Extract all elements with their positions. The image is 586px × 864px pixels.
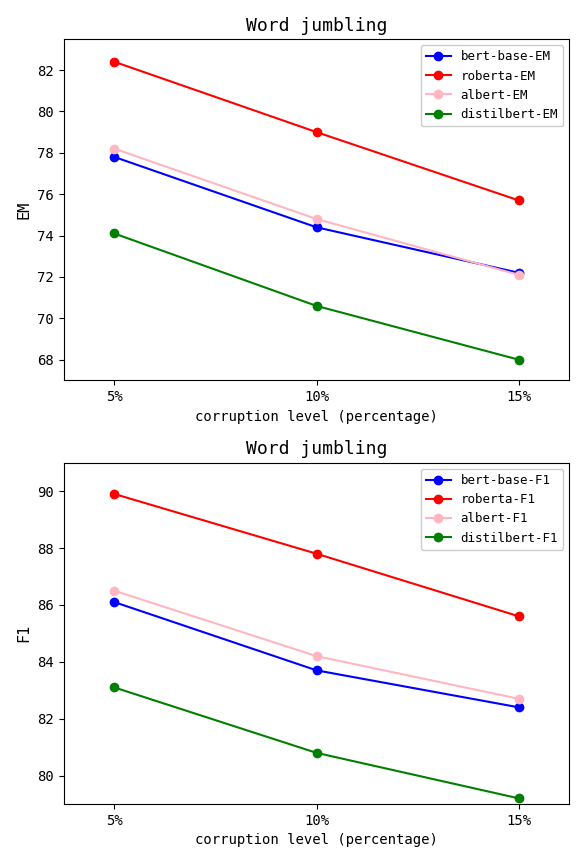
Title: Word jumbling: Word jumbling (246, 16, 387, 35)
roberta-EM (313, 127, 320, 137)
bert-base-F1 (313, 665, 320, 676)
Line: distilbert-EM: distilbert-EM (110, 229, 523, 364)
distilbert-F1 (515, 793, 522, 804)
bert-base-EM (515, 268, 522, 278)
Line: roberta-F1: roberta-F1 (110, 490, 523, 620)
Line: bert-base-F1: bert-base-F1 (110, 598, 523, 711)
distilbert-F1 (313, 747, 320, 758)
albert-F1 (313, 651, 320, 661)
Line: albert-F1: albert-F1 (110, 587, 523, 703)
Line: albert-EM: albert-EM (110, 144, 523, 279)
bert-base-EM (111, 152, 118, 162)
albert-EM (515, 270, 522, 280)
albert-F1 (515, 694, 522, 704)
distilbert-EM (313, 301, 320, 311)
albert-F1 (111, 586, 118, 596)
roberta-EM (111, 56, 118, 67)
Y-axis label: F1: F1 (16, 624, 32, 643)
distilbert-EM (111, 228, 118, 238)
bert-base-F1 (515, 702, 522, 713)
albert-EM (313, 213, 320, 224)
Line: distilbert-F1: distilbert-F1 (110, 683, 523, 803)
distilbert-EM (515, 354, 522, 365)
roberta-F1 (313, 549, 320, 559)
bert-base-F1 (111, 597, 118, 607)
X-axis label: corruption level (percentage): corruption level (percentage) (195, 410, 438, 423)
roberta-EM (515, 195, 522, 206)
roberta-F1 (515, 611, 522, 621)
Title: Word jumbling: Word jumbling (246, 441, 387, 458)
X-axis label: corruption level (percentage): corruption level (percentage) (195, 834, 438, 848)
Y-axis label: EM: EM (16, 200, 32, 219)
Line: roberta-EM: roberta-EM (110, 58, 523, 205)
roberta-F1 (111, 489, 118, 499)
Legend: bert-base-EM, roberta-EM, albert-EM, distilbert-EM: bert-base-EM, roberta-EM, albert-EM, dis… (421, 45, 563, 126)
Legend: bert-base-F1, roberta-F1, albert-F1, distilbert-F1: bert-base-F1, roberta-F1, albert-F1, dis… (421, 469, 563, 550)
albert-EM (111, 143, 118, 154)
Line: bert-base-EM: bert-base-EM (110, 153, 523, 277)
distilbert-F1 (111, 683, 118, 693)
bert-base-EM (313, 222, 320, 232)
